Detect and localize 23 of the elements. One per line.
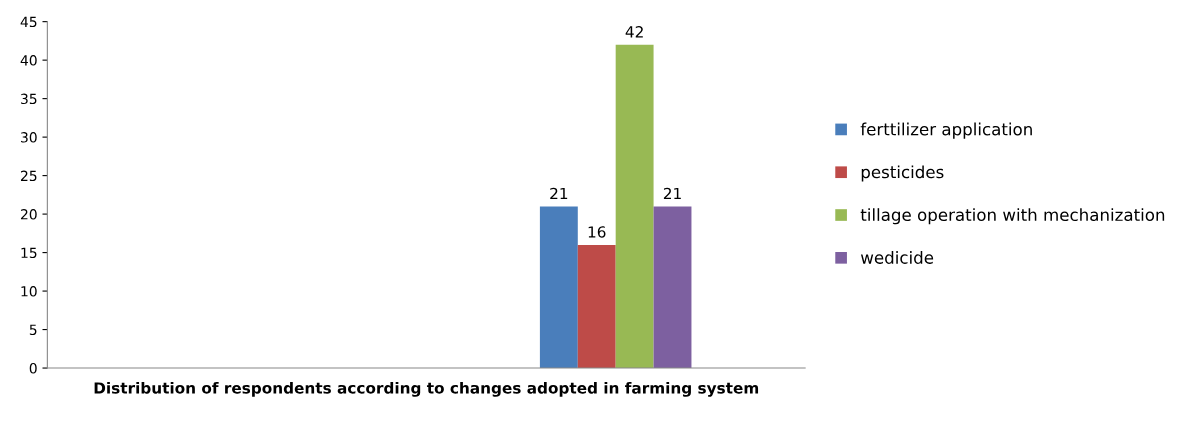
y-tick-label: 15: [21, 247, 37, 259]
bar: [539, 206, 578, 369]
y-tick-label: 5: [29, 324, 37, 336]
y-tick-label: 20: [20, 209, 37, 220]
y-tick-label: 25: [20, 170, 37, 182]
legend-label: tillage operation with mechanization: [860, 208, 1165, 225]
y-tick-label: 45: [20, 16, 37, 28]
legend-label: pesticides: [861, 165, 944, 182]
data-label: 16: [588, 226, 606, 238]
y-tick-label: 40: [20, 55, 37, 66]
data-label: 21: [550, 187, 568, 200]
data-label: 42: [625, 26, 643, 38]
y-tick-label: 0: [29, 363, 37, 374]
bar: [615, 44, 654, 369]
legend-label: wedicide: [860, 250, 934, 264]
data-label: 21: [663, 187, 681, 200]
y-tick-label: 10: [21, 286, 37, 297]
legend-label: ferttilizer application: [860, 122, 1032, 139]
bar: [577, 244, 616, 369]
bar: [653, 206, 692, 369]
y-tick-label: 30: [21, 132, 37, 143]
y-tick-label: 35: [21, 93, 37, 105]
x-tick-label: Distribution of respondents according to changes adopted in farming system: [94, 381, 759, 397]
